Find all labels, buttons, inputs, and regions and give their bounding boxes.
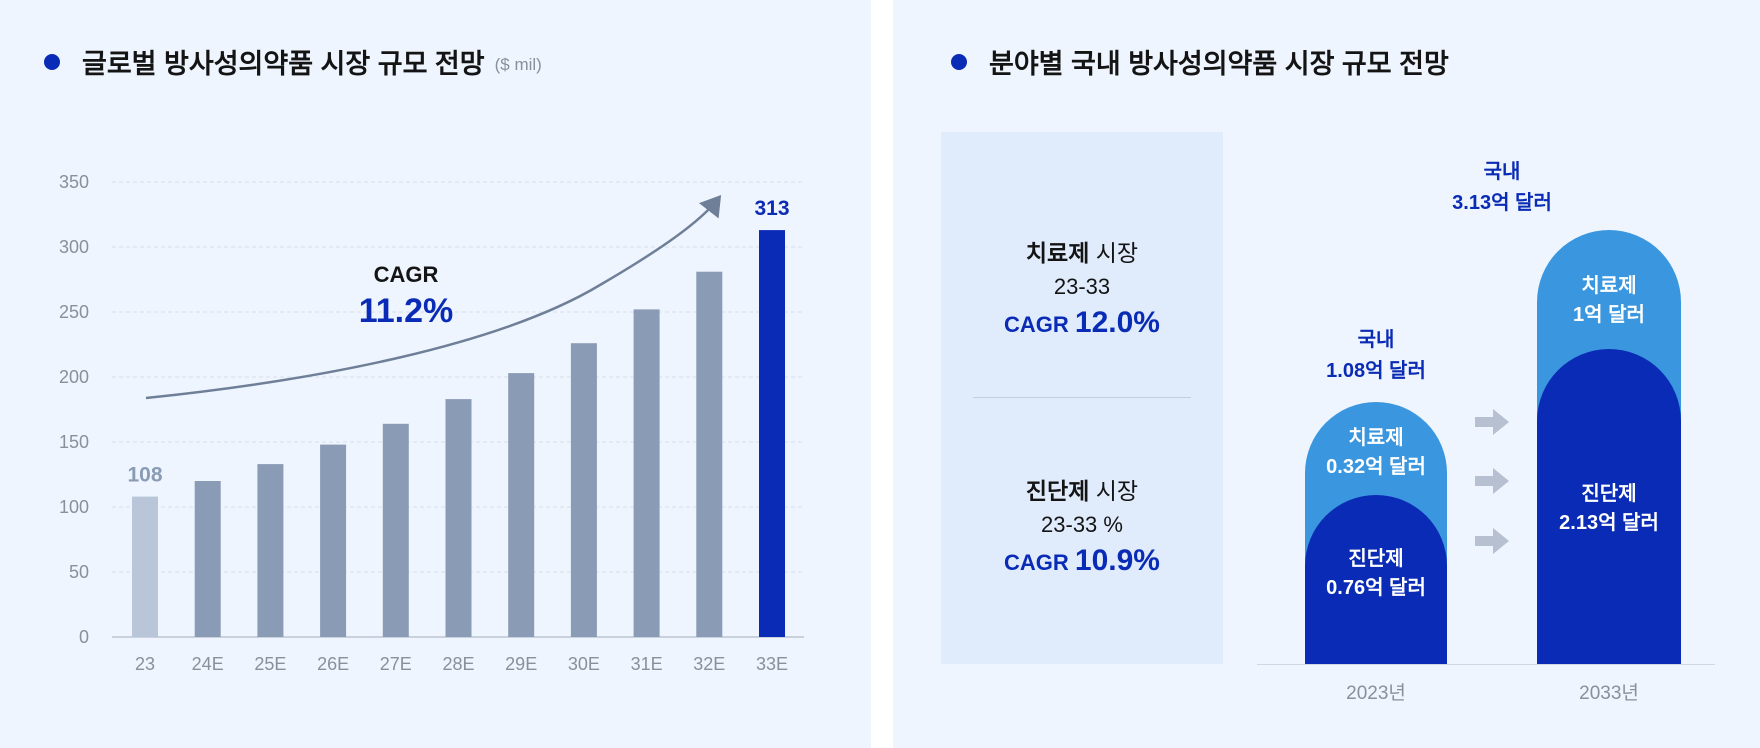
cagr-arrow: [145, 195, 722, 400]
therapy-2033: 치료제 1억 달러: [1537, 272, 1681, 330]
bar-31E: [633, 309, 660, 637]
x-tick-label: 25E: [254, 654, 286, 674]
data-label: 313: [754, 197, 789, 220]
bar-33E: [759, 230, 785, 637]
baseline: [1257, 664, 1715, 665]
therapy-label: 치료제: [1348, 427, 1404, 449]
pillar-2023: 치료제 0.32억 달러 진단제 0.76억 달러: [1305, 402, 1447, 664]
cagr-label: CAGR: [374, 262, 439, 287]
arrow-right-icon: [1475, 528, 1509, 554]
x-tick-label: 29E: [505, 654, 537, 674]
diagnostic-2023: 진단제 0.76억 달러: [1305, 545, 1447, 603]
diagnostic-range: 23-33 %: [1041, 512, 1123, 537]
y-tick-label: 0: [79, 627, 89, 647]
y-tick-label: 100: [59, 497, 89, 517]
x-tick-label: 32E: [693, 654, 725, 674]
x-tick-label: 23: [135, 654, 155, 674]
bar-chart: 0 50 100 150 200 250 300 350 108 313 23 24E 25E 26E 27…: [59, 172, 804, 674]
total-value: 1.08억 달러: [1326, 360, 1426, 382]
divider: [973, 397, 1191, 398]
y-tick-label: 300: [59, 237, 89, 257]
arrow-right-icon: [1475, 409, 1509, 435]
therapy-value: 1억 달러: [1573, 304, 1645, 326]
right-title: 분야별 국내 방사성의약품 시장 규모 전망: [951, 42, 1449, 81]
bar-30E: [570, 343, 597, 637]
therapy-2023: 치료제 0.32억 달러: [1305, 424, 1447, 482]
bar-27E: [382, 423, 409, 637]
total-label: 국내: [1357, 329, 1395, 351]
therapy-value: 0.32억 달러: [1326, 456, 1426, 478]
therapy-name: 치료제: [1025, 240, 1090, 266]
x-tick-label: 28E: [442, 654, 474, 674]
bar-29E: [508, 373, 535, 637]
data-label: 108: [127, 464, 162, 487]
y-tick-label: 250: [59, 302, 89, 322]
unit-label: ($ mil): [494, 54, 542, 74]
pillar-2033: 치료제 1억 달러 진단제 2.13억 달러: [1537, 230, 1681, 664]
x-tick-label: 30E: [568, 654, 600, 674]
diag-label: 진단제: [1581, 483, 1637, 505]
x-tick-label: 33E: [756, 654, 788, 674]
diagnostic-segment-2033: 진단제 2.13억 달러: [1537, 349, 1681, 664]
total-label: 국내: [1483, 161, 1521, 183]
total-2033: 국내 3.13억 달러: [1402, 157, 1602, 219]
left-title-text: 글로벌 방사성의약품 시장 규모 전망: [82, 49, 485, 79]
x-tick-label: 26E: [317, 654, 349, 674]
therapy-label: 치료제: [1581, 275, 1637, 297]
total-2023: 국내 1.08억 달러: [1276, 325, 1476, 387]
diagnostic-cagr-value: 10.9%: [1074, 544, 1160, 577]
bar-32E: [696, 271, 723, 637]
therapy-range: 23-33: [1053, 274, 1111, 299]
bar-23: [132, 496, 158, 637]
diagnostic-2033: 진단제 2.13억 달러: [1537, 480, 1681, 538]
bar-24E: [194, 481, 221, 637]
global-market-panel: 글로벌 방사성의약품 시장 규모 전망 ($ mil) 0 50 100 150 200…: [0, 0, 871, 748]
therapy-cagr-value: 12.0%: [1074, 306, 1160, 339]
bar-25E: [257, 464, 284, 637]
bullet-icon: [951, 53, 967, 70]
total-value: 3.13억 달러: [1452, 192, 1552, 214]
diagnostic-segment-2023: 진단제 0.76억 달러: [1305, 495, 1447, 664]
y-tick-label: 150: [59, 432, 89, 452]
y-tick-label: 50: [69, 562, 89, 582]
arrow-right-icon: [1475, 468, 1509, 494]
therapy-suffix: 시장: [1089, 240, 1139, 266]
bar-28E: [445, 399, 472, 637]
year-label-2033: 2033년: [1579, 683, 1639, 704]
x-tick-label: 24E: [192, 654, 224, 674]
cagr-summary-box: 치료제 시장 23-33 CAGR 12.0% 진단제 시장 23-33 % C…: [941, 132, 1223, 664]
diagnostic-cagr-label: CAGR: [1004, 550, 1075, 575]
diagnostic-name: 진단제: [1025, 478, 1090, 504]
x-tick-label: 27E: [380, 654, 412, 674]
diagnostic-summary: 진단제 시장 23-33 % CAGR 10.9%: [941, 472, 1223, 578]
right-title-text: 분야별 국내 방사성의약품 시장 규모 전망: [989, 49, 1449, 79]
left-title: 글로벌 방사성의약품 시장 규모 전망 ($ mil): [44, 42, 542, 81]
bullet-icon: [44, 53, 60, 70]
bar-26E: [320, 444, 347, 637]
diag-value: 0.76억 달러: [1326, 577, 1426, 599]
y-tick-label: 350: [59, 172, 89, 192]
diagnostic-suffix: 시장: [1089, 478, 1139, 504]
y-tick-label: 200: [59, 367, 89, 387]
domestic-market-panel: 분야별 국내 방사성의약품 시장 규모 전망 치료제 시장 23-33 CAGR…: [893, 0, 1760, 748]
therapy-summary: 치료제 시장 23-33 CAGR 12.0%: [941, 234, 1223, 340]
therapy-cagr-label: CAGR: [1004, 312, 1075, 337]
cagr-value: 11.2%: [359, 292, 454, 330]
diag-label: 진단제: [1348, 548, 1404, 570]
x-tick-label: 31E: [631, 654, 663, 674]
diag-value: 2.13억 달러: [1559, 512, 1659, 534]
year-label-2023: 2023년: [1346, 683, 1406, 704]
